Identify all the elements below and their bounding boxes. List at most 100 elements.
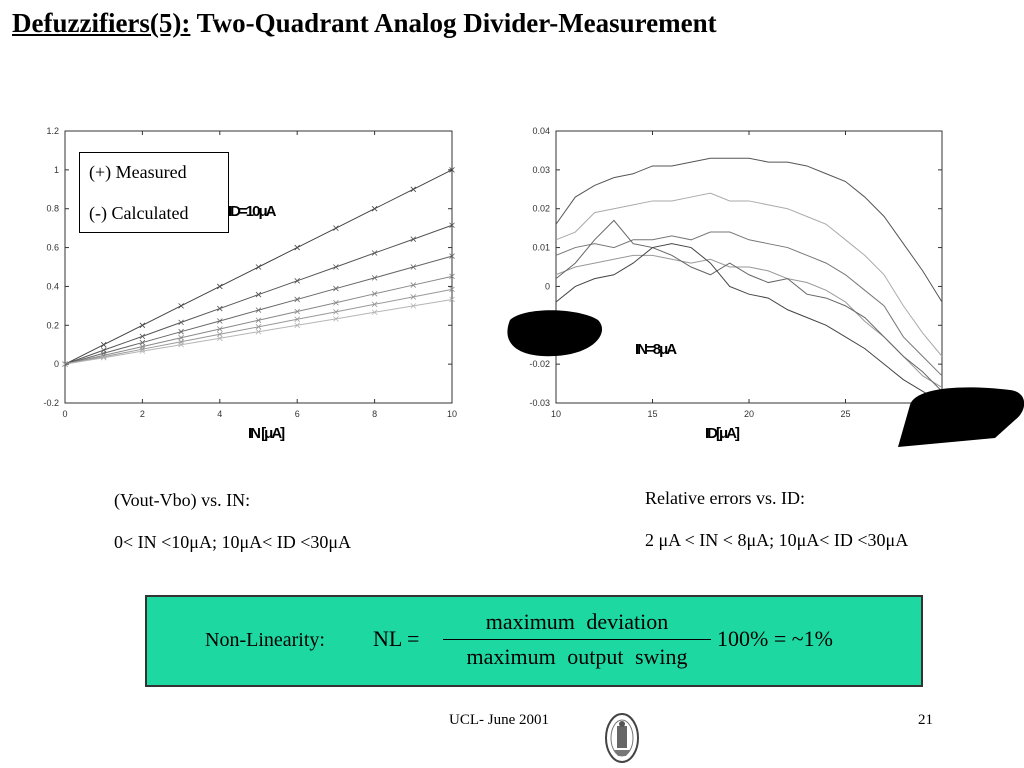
right-ytick-label: -0.03 bbox=[529, 398, 550, 408]
left-data-point bbox=[371, 301, 378, 308]
left-caption-line1: (Vout-Vbo) vs. IN: bbox=[114, 490, 251, 510]
left-data-point bbox=[449, 273, 455, 280]
chart-legend: (+) Measured (-) Calculated bbox=[79, 152, 229, 233]
left-data-point bbox=[255, 317, 262, 324]
left-data-point bbox=[217, 335, 223, 342]
left-data-point bbox=[449, 253, 455, 259]
left-data-point bbox=[217, 318, 223, 324]
left-ytick-label: 0 bbox=[54, 359, 59, 369]
formula-label: Non-Linearity: bbox=[205, 629, 325, 651]
right-ytick-label: 0 bbox=[545, 281, 550, 291]
left-data-point bbox=[217, 331, 223, 338]
right-chart-series-group bbox=[555, 157, 943, 404]
left-data-point bbox=[139, 333, 146, 340]
left-chart-ticks-group: -0.200.20.40.60.811.20 2 4 6 8 10 bbox=[43, 126, 457, 419]
left-data-point bbox=[449, 286, 455, 293]
slide-title: Defuzzifiers(5): Two-Quadrant Analog Div… bbox=[12, 8, 717, 39]
right-ytick-label: 0.03 bbox=[532, 165, 550, 175]
right-ytick-label: 0.04 bbox=[532, 126, 550, 136]
left-ytick-label: 0.2 bbox=[46, 320, 59, 330]
left-xtick-label: 6 bbox=[295, 409, 300, 419]
left-ytick-label: 1.2 bbox=[46, 126, 59, 136]
right-ytick-label: -0.02 bbox=[529, 359, 550, 369]
left-data-point bbox=[294, 308, 300, 315]
nonlinearity-formula-box: Non-Linearity: NL = maximum deviation ma… bbox=[145, 595, 923, 687]
legend-calculated: (-) Calculated bbox=[89, 203, 189, 223]
left-ytick-label: 1 bbox=[54, 165, 59, 175]
black-blob-shape-right bbox=[898, 387, 1024, 447]
left-ytick-label: 0.8 bbox=[46, 204, 59, 214]
right-series-line-3 bbox=[555, 231, 943, 377]
left-data-point bbox=[410, 264, 417, 270]
left-data-point bbox=[333, 316, 339, 322]
formula-result: 100% = ~1% bbox=[717, 626, 833, 651]
left-data-point bbox=[139, 339, 146, 346]
left-data-point bbox=[255, 291, 262, 298]
left-data-point bbox=[333, 225, 339, 231]
left-data-point bbox=[410, 236, 417, 242]
left-data-point bbox=[139, 348, 146, 354]
left-data-point bbox=[255, 324, 262, 330]
left-data-point bbox=[333, 285, 339, 292]
left-data-point bbox=[410, 294, 417, 300]
left-data-point bbox=[410, 303, 417, 309]
right-xtick-label: 15 bbox=[647, 409, 657, 419]
formula-numerator: maximum deviation bbox=[443, 609, 711, 640]
left-data-point bbox=[217, 326, 223, 332]
left-plot-frame bbox=[64, 130, 453, 404]
left-chart-xlabel: IN [μA] bbox=[248, 425, 285, 442]
left-xtick-label: 8 bbox=[372, 409, 377, 419]
left-data-point bbox=[178, 328, 184, 335]
left-data-point bbox=[217, 283, 223, 290]
left-data-point bbox=[294, 244, 300, 251]
left-data-point bbox=[255, 264, 262, 270]
legend-measured: (+) Measured bbox=[89, 162, 187, 182]
left-data-point bbox=[371, 309, 378, 316]
left-data-point bbox=[178, 341, 184, 348]
left-ytick-label: 0.4 bbox=[46, 281, 59, 291]
right-series-line-5 bbox=[555, 219, 943, 392]
left-data-point bbox=[371, 205, 378, 212]
right-series-line-2 bbox=[555, 192, 943, 357]
right-xtick-label: 20 bbox=[744, 409, 754, 419]
left-data-point bbox=[100, 354, 107, 361]
left-data-point bbox=[178, 319, 184, 326]
left-data-point bbox=[294, 296, 300, 303]
right-series-line-6 bbox=[555, 243, 943, 404]
footer-center-text: UCL- June 2001 bbox=[449, 712, 549, 728]
left-data-point bbox=[255, 328, 262, 335]
slide-title-underlined: Defuzzifiers(5): bbox=[12, 8, 191, 38]
formula-fraction: maximum deviation maximum output swing bbox=[443, 609, 711, 670]
left-xtick-label: 2 bbox=[140, 409, 145, 419]
left-data-point bbox=[255, 307, 262, 313]
left-data-point bbox=[371, 250, 378, 256]
left-data-point bbox=[178, 334, 184, 341]
right-chart-annotation: IN=8μA bbox=[635, 341, 677, 358]
right-ytick-label: 0.01 bbox=[532, 243, 550, 253]
page-number: 21 bbox=[918, 712, 933, 728]
right-ytick-label: 0.02 bbox=[532, 204, 550, 214]
left-data-point bbox=[100, 341, 107, 348]
right-caption-line1: Relative errors vs. ID: bbox=[645, 488, 805, 508]
left-data-point bbox=[217, 305, 223, 312]
left-data-point bbox=[410, 186, 417, 193]
right-caption-line2: 2 μA < IN < 8μA; 10μA< ID <30μA bbox=[645, 530, 909, 550]
left-data-point bbox=[371, 291, 378, 297]
left-data-point bbox=[294, 316, 300, 323]
left-xtick-label: 10 bbox=[447, 409, 457, 419]
left-data-point bbox=[294, 278, 300, 284]
black-blob-shape bbox=[507, 310, 603, 357]
left-xtick-label: 0 bbox=[62, 409, 67, 419]
left-ytick-label: 0.6 bbox=[46, 243, 59, 253]
left-data-point bbox=[333, 299, 339, 306]
chart-vout-vs-in: -0.200.20.40.60.811.20 2 4 6 8 10 ID=10μA IN … bbox=[43, 126, 457, 442]
left-ytick-label: -0.2 bbox=[43, 398, 59, 408]
right-chart-xlabel: ID[μA] bbox=[705, 425, 740, 442]
right-series-line-4 bbox=[555, 254, 943, 388]
left-data-point bbox=[333, 309, 339, 315]
left-data-point bbox=[139, 343, 146, 350]
left-data-point bbox=[449, 222, 455, 229]
left-data-point bbox=[410, 282, 417, 288]
right-xtick-label: 10 bbox=[551, 409, 561, 419]
